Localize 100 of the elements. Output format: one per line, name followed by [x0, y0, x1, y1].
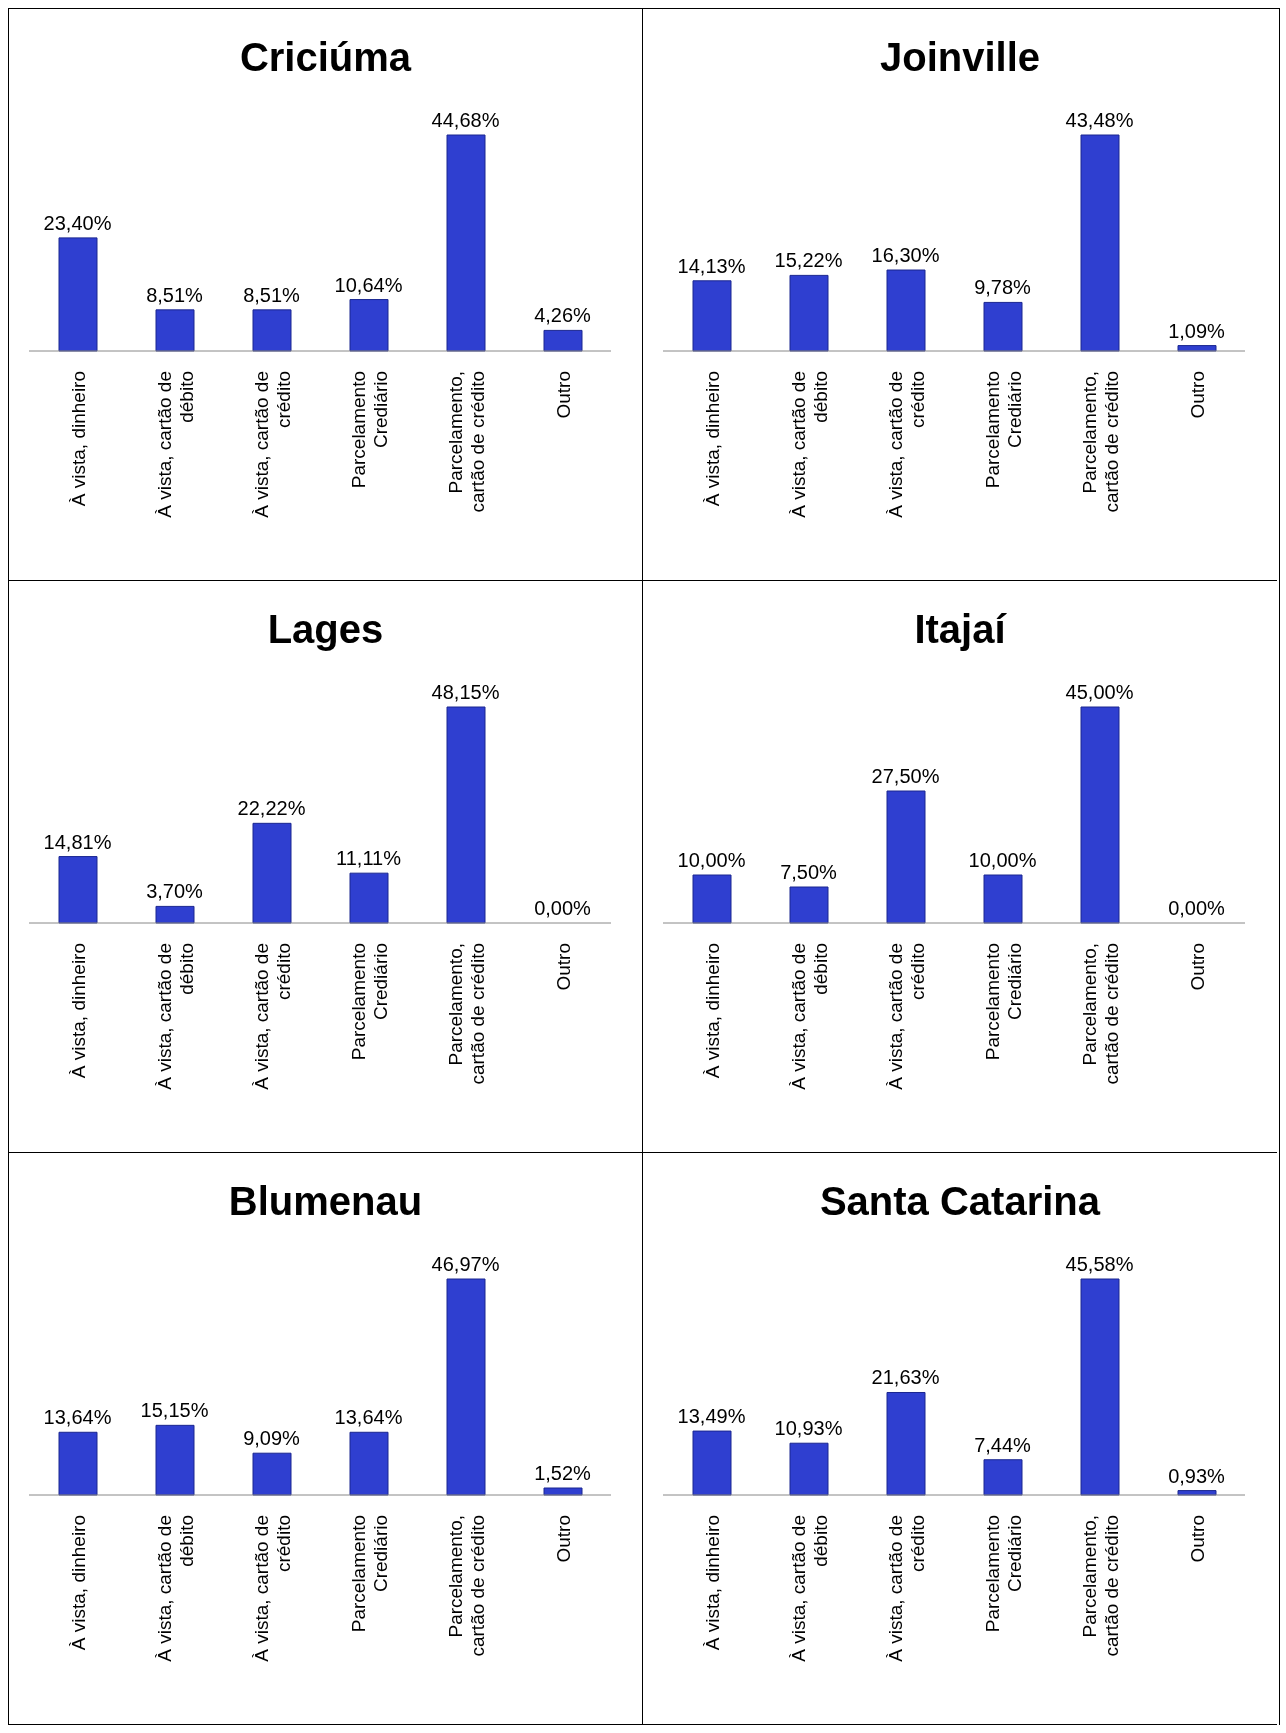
- x-tick-label: Parcelamento, cartão de crédito: [1078, 371, 1122, 513]
- x-tick-label: À vista, dinheiro: [701, 371, 723, 507]
- chart-title: Itajaí: [913, 606, 1008, 653]
- bar: [543, 329, 583, 352]
- bar: [983, 1459, 1023, 1496]
- bar: [446, 706, 486, 924]
- bar: [886, 790, 926, 924]
- bar: [58, 1431, 98, 1496]
- bar: [886, 269, 926, 352]
- data-label: 0,93%: [1168, 1464, 1226, 1487]
- x-tick-label: Outro: [552, 1515, 574, 1563]
- data-label: 0,00%: [534, 897, 592, 919]
- data-label: 11,11%: [336, 847, 402, 870]
- data-label: 7,44%: [974, 1433, 1032, 1456]
- x-tick-label: À vista, cartão de crédito: [250, 943, 294, 1090]
- x-tick-label: À vista, cartão de débito: [153, 943, 197, 1090]
- data-label: 45,58%: [1065, 1253, 1134, 1275]
- x-tick-label: Parcelamento, cartão de crédito: [1078, 943, 1122, 1085]
- bar: [155, 309, 195, 352]
- x-tick-label: Outro: [1186, 371, 1208, 419]
- x-tick-label: Outro: [552, 943, 574, 991]
- x-tick-label: Parcelamento, cartão de crédito: [444, 371, 488, 513]
- bar: [1080, 706, 1120, 924]
- x-tick-label: Parcelamento, cartão de crédito: [444, 943, 488, 1085]
- bar: [692, 1430, 732, 1496]
- x-tick-label: Parcelamento, cartão de crédito: [1078, 1515, 1122, 1657]
- data-label: 13,64%: [43, 1406, 112, 1429]
- data-label: 27,50%: [871, 765, 940, 787]
- data-label: 44,68%: [431, 109, 500, 131]
- bar: [886, 1392, 926, 1496]
- x-tick-label: À vista, cartão de débito: [153, 1515, 197, 1662]
- data-label: 15,22%: [774, 249, 843, 272]
- bar: [543, 1487, 583, 1496]
- chart-title: Lages: [266, 606, 385, 653]
- chart-title: Blumenau: [227, 1178, 424, 1225]
- data-label: 10,64%: [334, 273, 403, 296]
- data-label: 8,51%: [146, 283, 204, 306]
- data-label: 15,15%: [140, 1399, 209, 1422]
- data-label: 48,15%: [431, 681, 500, 703]
- data-label: 9,78%: [974, 276, 1032, 299]
- data-label: 1,09%: [1168, 319, 1226, 342]
- x-tick-label: Outro: [552, 371, 574, 419]
- chart-title: Criciúma: [238, 34, 413, 81]
- data-label: 7,50%: [780, 861, 838, 883]
- data-label: 10,00%: [677, 849, 746, 871]
- data-label: 4,26%: [534, 304, 592, 327]
- x-tick-label: Outro: [1186, 943, 1208, 991]
- data-label: 13,64%: [334, 1406, 403, 1429]
- bar: [446, 134, 486, 352]
- bar: [252, 1452, 292, 1496]
- data-label: 14,81%: [43, 830, 112, 853]
- data-label: 14,13%: [677, 254, 746, 277]
- x-tick-label: À vista, cartão de crédito: [250, 371, 294, 518]
- bar: [155, 1424, 195, 1496]
- x-tick-label: À vista, cartão de crédito: [884, 1515, 928, 1662]
- bar: [252, 309, 292, 352]
- x-tick-label: À vista, cartão de débito: [153, 371, 197, 518]
- x-tick-label: Parcelamento, cartão de crédito: [444, 1515, 488, 1657]
- data-label: 23,40%: [43, 211, 112, 234]
- data-label: 16,30%: [871, 244, 940, 267]
- data-label: 45,00%: [1065, 681, 1134, 703]
- data-label: 0,00%: [1168, 897, 1226, 919]
- bar: [252, 822, 292, 924]
- bar: [155, 905, 195, 924]
- x-tick-label: À vista, dinheiro: [67, 1515, 89, 1651]
- bar: [789, 1442, 829, 1496]
- bar: [446, 1278, 486, 1496]
- data-label: 10,93%: [774, 1417, 843, 1440]
- bar: [58, 856, 98, 924]
- x-tick-label: À vista, dinheiro: [701, 943, 723, 1079]
- data-label: 46,97%: [431, 1253, 500, 1275]
- bar: [692, 280, 732, 352]
- chart-title: Santa Catarina: [818, 1178, 1102, 1225]
- x-tick-label: À vista, dinheiro: [67, 371, 89, 507]
- bar: [692, 874, 732, 924]
- chart-title: Joinville: [878, 34, 1042, 81]
- bar: [58, 237, 98, 352]
- bar: [983, 874, 1023, 924]
- x-tick-label: À vista, cartão de crédito: [884, 943, 928, 1090]
- data-label: 21,63%: [871, 1366, 940, 1389]
- bar: [1080, 1278, 1120, 1496]
- data-label: 8,51%: [243, 283, 301, 306]
- bar: [789, 274, 829, 352]
- data-label: 9,09%: [243, 1427, 301, 1450]
- data-label: 10,00%: [968, 849, 1037, 871]
- x-tick-label: À vista, cartão de débito: [787, 943, 831, 1090]
- data-label: 1,52%: [534, 1462, 592, 1485]
- bar: [789, 886, 829, 924]
- data-label: 13,49%: [677, 1405, 746, 1428]
- x-tick-label: Outro: [1186, 1515, 1208, 1563]
- bar: [1080, 134, 1120, 352]
- bar: [349, 1431, 389, 1496]
- bar: [983, 301, 1023, 352]
- x-tick-label: À vista, dinheiro: [67, 943, 89, 1079]
- bar: [349, 872, 389, 924]
- data-label: 22,22%: [237, 797, 306, 820]
- data-label: 43,48%: [1065, 109, 1134, 131]
- x-tick-label: À vista, cartão de débito: [787, 371, 831, 518]
- x-tick-label: À vista, cartão de crédito: [884, 371, 928, 518]
- x-tick-label: À vista, cartão de crédito: [250, 1515, 294, 1662]
